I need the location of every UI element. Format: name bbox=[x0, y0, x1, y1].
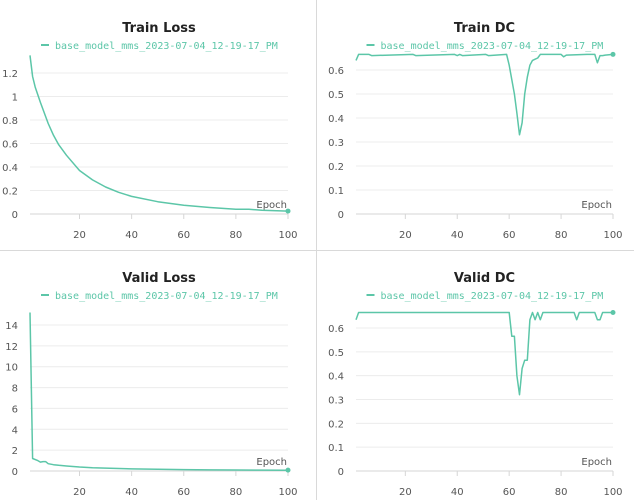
y-tick-label: 0.5 bbox=[328, 348, 344, 359]
chart-valid-loss: Valid Loss base_model_mms_2023-07-04_12-1… bbox=[5, 271, 297, 498]
x-tick-label: 100 bbox=[603, 230, 622, 241]
y-tick-label: 14 bbox=[5, 321, 18, 332]
x-tick-label: 20 bbox=[73, 487, 86, 498]
chart-title: Train DC bbox=[454, 21, 515, 36]
y-tick-label: 6 bbox=[12, 404, 18, 415]
legend-label: base_model_mms_2023-07-04_12-19-17_PM bbox=[55, 291, 278, 302]
x-tick-label: 100 bbox=[278, 230, 297, 241]
series-line bbox=[355, 53, 614, 136]
x-tick-label: 60 bbox=[503, 230, 516, 241]
x-tick-label: 40 bbox=[451, 230, 464, 241]
y-tick-label: 0.3 bbox=[328, 138, 344, 149]
y-tick-label: 0 bbox=[12, 210, 18, 221]
y-tick-label: 4 bbox=[12, 425, 18, 436]
chart-valid-dc: Valid DC base_model_mms_2023-07-04_12-19-… bbox=[328, 271, 622, 498]
x-tick-label: 80 bbox=[230, 487, 243, 498]
series-line bbox=[355, 311, 613, 396]
chart-title: Valid DC bbox=[454, 271, 515, 286]
chart-title: Train Loss bbox=[122, 21, 196, 36]
x-tick-label: 60 bbox=[177, 230, 190, 241]
y-tick-label: 0.5 bbox=[328, 90, 344, 101]
series-end-point bbox=[610, 51, 616, 57]
x-tick-label: 100 bbox=[278, 487, 297, 498]
divider-horizontal bbox=[0, 250, 634, 251]
x-axis-label: Epoch bbox=[256, 457, 287, 468]
series-line bbox=[29, 312, 289, 471]
x-tick-label: 40 bbox=[125, 487, 138, 498]
x-tick-label: 40 bbox=[125, 230, 138, 241]
y-tick-label: 0.8 bbox=[2, 116, 18, 127]
y-tick-label: 0 bbox=[338, 467, 344, 478]
y-tick-label: 0.4 bbox=[328, 372, 344, 383]
y-tick-label: 0 bbox=[12, 467, 18, 478]
y-tick-label: 10 bbox=[5, 363, 18, 374]
y-tick-label: 0.2 bbox=[328, 419, 344, 430]
y-tick-label: 1.2 bbox=[2, 69, 18, 80]
y-tick-label: 1 bbox=[12, 93, 18, 104]
x-tick-label: 100 bbox=[603, 487, 622, 498]
y-tick-label: 0.6 bbox=[328, 324, 344, 335]
y-tick-label: 0.1 bbox=[328, 443, 344, 454]
y-tick-label: 0 bbox=[338, 210, 344, 221]
y-tick-label: 0.4 bbox=[2, 163, 18, 174]
x-tick-label: 60 bbox=[503, 487, 516, 498]
series-end-point bbox=[285, 208, 291, 214]
y-tick-label: 0.1 bbox=[328, 186, 344, 197]
x-tick-label: 40 bbox=[451, 487, 464, 498]
y-tick-label: 0.2 bbox=[328, 162, 344, 173]
y-tick-label: 0.6 bbox=[328, 66, 344, 77]
panel-valid-dc: Valid DC base_model_mms_2023-07-04_12-19-… bbox=[317, 250, 634, 500]
y-tick-label: 2 bbox=[12, 446, 18, 457]
y-tick-label: 0.3 bbox=[328, 396, 344, 407]
y-tick-label: 0.6 bbox=[2, 140, 18, 151]
x-tick-label: 20 bbox=[73, 230, 86, 241]
x-tick-label: 60 bbox=[177, 487, 190, 498]
x-tick-label: 80 bbox=[555, 230, 568, 241]
panel-train-loss: Train Loss base_model_mms_2023-07-04_12-1… bbox=[0, 0, 317, 250]
legend-label: base_model_mms_2023-07-04_12-19-17_PM bbox=[55, 41, 278, 52]
legend-label: base_model_mms_2023-07-04_12-19-17_PM bbox=[381, 41, 604, 52]
chart-train-loss: Train Loss base_model_mms_2023-07-04_12-1… bbox=[2, 21, 297, 241]
x-axis-label: Epoch bbox=[581, 200, 612, 211]
y-tick-label: 0.2 bbox=[2, 187, 18, 198]
y-tick-label: 0.4 bbox=[328, 114, 344, 125]
x-tick-label: 20 bbox=[399, 487, 412, 498]
x-tick-label: 20 bbox=[399, 230, 412, 241]
panel-valid-loss: Valid Loss base_model_mms_2023-07-04_12-1… bbox=[0, 250, 317, 500]
series-line bbox=[29, 55, 289, 212]
chart-title: Valid Loss bbox=[122, 271, 196, 286]
x-tick-label: 80 bbox=[230, 230, 243, 241]
series-end-point bbox=[610, 310, 616, 316]
series-end-point bbox=[285, 467, 291, 473]
chart-train-dc: Train DC base_model_mms_2023-07-04_12-19-… bbox=[328, 21, 622, 241]
x-axis-label: Epoch bbox=[581, 457, 612, 468]
y-tick-label: 8 bbox=[12, 384, 18, 395]
x-tick-label: 80 bbox=[555, 487, 568, 498]
legend-label: base_model_mms_2023-07-04_12-19-17_PM bbox=[381, 291, 604, 302]
x-axis-label: Epoch bbox=[256, 200, 287, 211]
y-tick-label: 12 bbox=[5, 342, 18, 353]
panel-train-dc: Train DC base_model_mms_2023-07-04_12-19-… bbox=[317, 0, 634, 250]
